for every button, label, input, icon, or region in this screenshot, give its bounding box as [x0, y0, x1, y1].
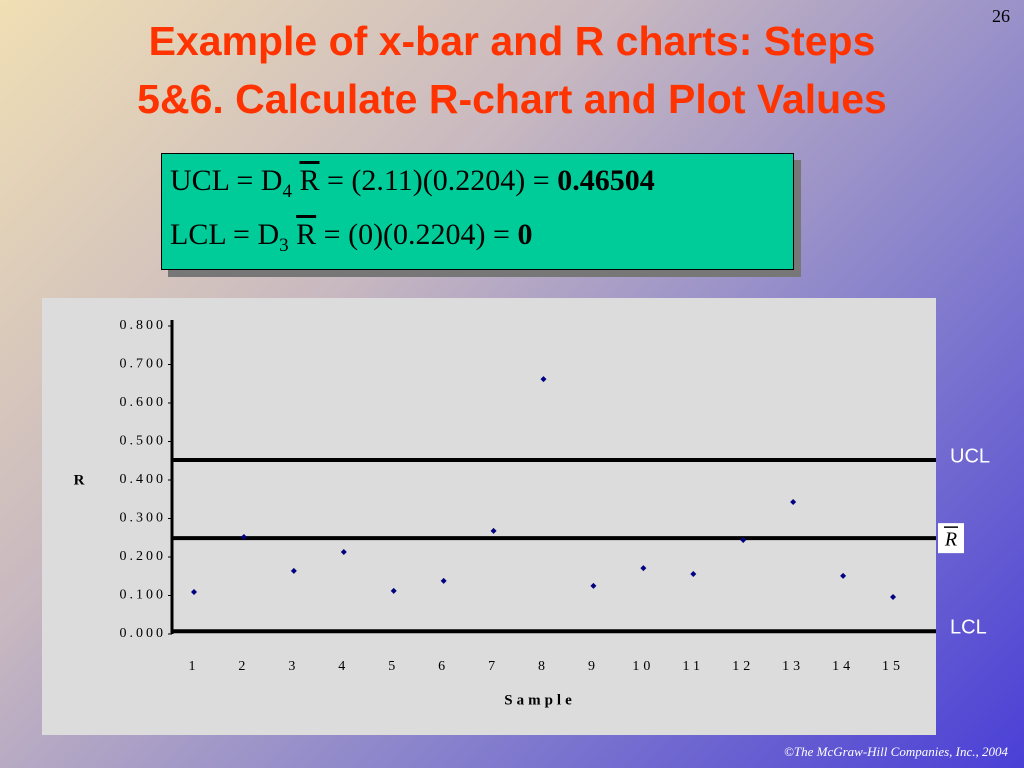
legend-box	[938, 523, 964, 554]
title-line: Example of x-bar and R charts: Steps	[148, 18, 876, 64]
data-point	[690, 570, 697, 577]
x-tick-label: 14	[832, 659, 854, 674]
formula-text: LCL = D	[170, 218, 280, 251]
y-tick-label: 0.200	[120, 549, 167, 564]
data-point	[390, 587, 397, 594]
data-point	[490, 527, 497, 534]
footer: ©The McGraw-Hill Companies, Inc., 2004	[784, 744, 1008, 759]
chart-panel	[42, 298, 936, 735]
data-point	[340, 548, 347, 555]
x-tick-label: 12	[732, 659, 754, 674]
y-tick-label: 0.600	[120, 395, 167, 410]
data-point	[790, 498, 797, 505]
formula: LCL = D3 R = (0)(0.2204) = 0	[170, 218, 532, 257]
x-tick-label: 2	[238, 659, 249, 674]
control-line-label: LCL	[950, 617, 987, 639]
result: 0	[517, 218, 533, 251]
r-bar: R	[296, 218, 317, 251]
x-tick-label: 6	[438, 659, 449, 674]
data-point	[290, 567, 297, 574]
y-tick-label: 0.800	[120, 318, 167, 333]
y-tick-label: 0.000	[120, 626, 167, 641]
title-line: 5&6. Calculate R-chart and Plot Values	[137, 76, 887, 122]
formula: UCL = D4 R = (2.11)(0.2204) = 0.46504	[170, 164, 655, 203]
data-point	[640, 565, 647, 572]
control-line-label: UCL	[950, 445, 990, 467]
data-point	[540, 376, 547, 383]
y-tick-label: 0.700	[120, 357, 167, 372]
data-point	[191, 589, 197, 596]
x-tick-label: 15	[882, 659, 904, 674]
y-tick-label: 0.300	[120, 511, 167, 526]
x-tick-label: 1	[189, 659, 200, 674]
subscript: 4	[282, 181, 292, 202]
x-tick-label: 9	[588, 659, 599, 674]
r-bar: R	[299, 164, 320, 197]
formula-text: = (0)(0.2204) =	[316, 218, 518, 251]
x-tick-label: 7	[488, 659, 499, 674]
control-line-label: R	[944, 529, 957, 551]
data-point	[840, 572, 847, 579]
x-tick-label: 5	[388, 659, 399, 674]
x-tick-label: 8	[538, 659, 549, 674]
formula-box: UCL = D4 R = (2.11)(0.2204) = 0.46504 LC…	[161, 153, 794, 270]
x-axis-label: Sample	[504, 692, 576, 708]
x-tick-label: 3	[288, 659, 299, 674]
y-tick-label: 0.100	[120, 588, 167, 603]
x-tick-label: 13	[782, 659, 804, 674]
subscript: 3	[279, 235, 289, 256]
data-point	[590, 582, 597, 589]
formula-text: = (2.11)(0.2204) =	[319, 164, 558, 197]
x-tick-label: 10	[632, 659, 654, 674]
y-tick-label: 0.500	[120, 434, 167, 449]
data-point	[440, 577, 447, 584]
slide-number: 26	[992, 6, 1010, 26]
data-point	[890, 594, 897, 601]
y-axis-label: R	[74, 472, 85, 488]
data-point	[740, 537, 747, 544]
x-tick-label: 4	[338, 659, 349, 674]
data-point	[240, 533, 247, 540]
y-tick-label: 0.400	[120, 472, 167, 487]
x-tick-label: 11	[683, 659, 704, 674]
formula-text: UCL = D	[170, 164, 283, 197]
result: 0.46504	[557, 164, 655, 197]
